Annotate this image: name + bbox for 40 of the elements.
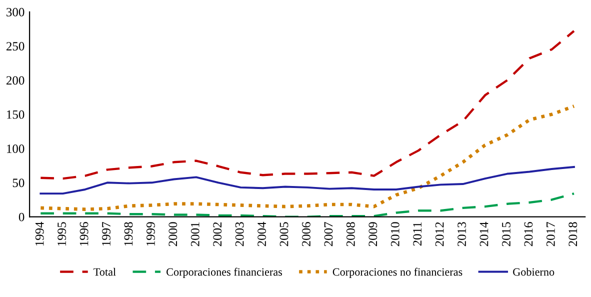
x-tick-label: 2006 [302,222,310,246]
legend-label: Corporaciones no financieras [332,268,462,278]
x-tick-label: 2015 [502,222,510,246]
x-tick-label: 2017 [546,222,555,246]
y-tick-label: 200 [6,76,24,85]
y-tick-label: 250 [6,42,24,50]
x-tick-label: 2008 [346,222,355,246]
x-tick-label: 2010 [390,222,400,246]
x-tick-label: 1999 [146,222,155,246]
x-tick-label: 2007 [324,222,333,246]
y-tick-label: 50 [12,178,24,188]
x-tick-label: 2013 [458,222,466,246]
x-tick-label: 2016 [524,222,533,246]
x-tick-label: 2002 [213,222,222,246]
x-tick-label: 1994 [35,222,44,246]
line-series [40,192,576,217]
x-tick-label: 2001 [190,222,200,246]
y-tick-label: 300 [6,8,24,16]
x-tick-label: 2012 [435,222,444,246]
x-tick-label: 1998 [124,222,133,246]
x-tick-label: 1995 [58,222,66,246]
legend-label: Corporaciones financieras [166,268,282,278]
legend-label: Total [94,268,116,276]
line-series [40,30,576,180]
line-series [40,166,575,195]
x-tick-label: 2014 [480,222,488,246]
x-tick-label: 2009 [368,222,378,246]
x-tick-label: 1996 [80,222,88,246]
y-tick-label: 0 [18,212,24,222]
x-tick-label: 2005 [280,222,288,246]
x-tick-label: 2000 [168,222,178,246]
line-series [38,104,576,211]
x-tick-label: 2004 [258,222,266,246]
x-tick-label: 1997 [102,222,110,246]
legend-label: Gobierno [513,268,554,276]
y-tick-label: 150 [7,110,24,119]
y-tick-label: 100 [7,144,24,153]
x-tick-label: 2011 [413,222,422,246]
x-tick-label: 2018 [568,222,578,246]
x-tick-label: 2003 [235,222,244,246]
